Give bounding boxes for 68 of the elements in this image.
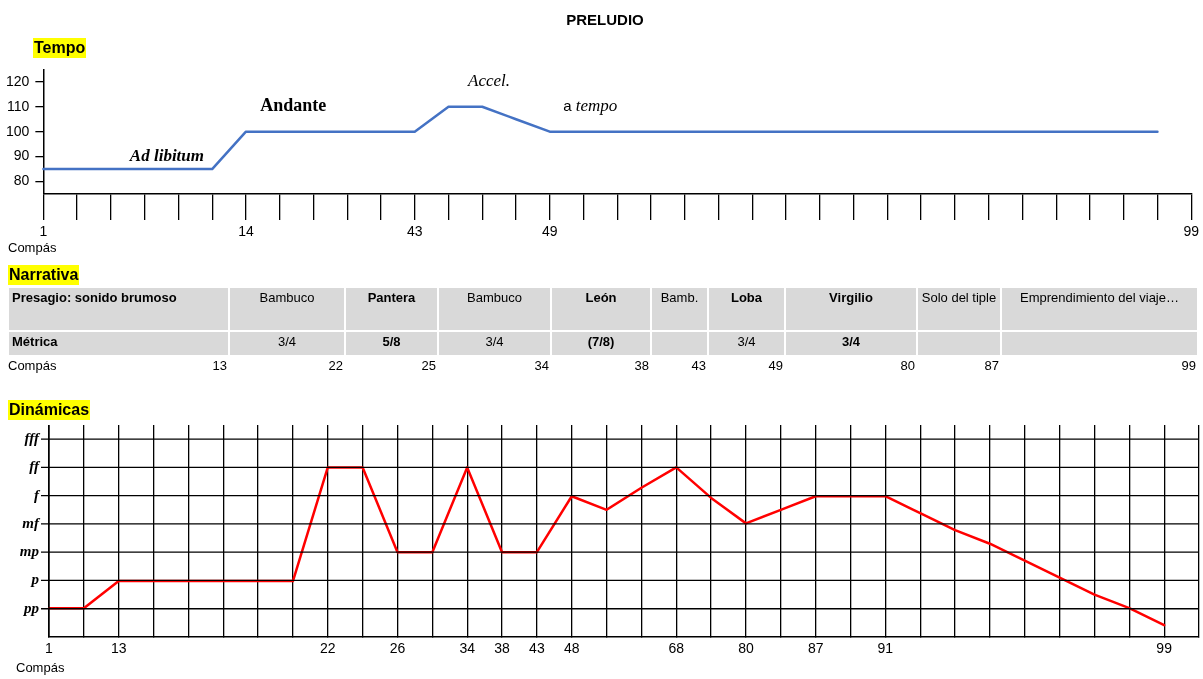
annotation: Accel. — [467, 71, 510, 91]
text: Presagio: sonido brumoso — [9, 288, 228, 330]
text: mf — [22, 514, 41, 531]
x-axis-title: Compás — [16, 660, 65, 675]
text: 87 — [983, 358, 999, 373]
x-tick-label: 49 — [541, 223, 558, 240]
x-tick-label: 48 — [563, 640, 580, 657]
text: (7/8) — [552, 332, 650, 355]
text: 5/8 — [346, 332, 437, 355]
x-tick-label: 14 — [238, 223, 254, 240]
text: 25 — [420, 358, 436, 373]
x-tick-label: 80 — [738, 640, 754, 657]
text: mp — [19, 543, 40, 560]
text: Bambuco — [230, 288, 344, 330]
text: Métrica — [9, 332, 228, 355]
text: 49 — [767, 358, 783, 373]
x-tick-label: 87 — [807, 640, 824, 657]
y-tick-label: 80 — [13, 172, 30, 189]
x-tick-label: 99 — [1156, 640, 1173, 657]
y-axis-title: Tempo — [33, 38, 87, 58]
y-tick-label: 100 — [6, 122, 30, 139]
x-tick-label: 38 — [494, 640, 511, 657]
annotation: Andante — [260, 95, 327, 116]
text: 3/4 — [786, 332, 916, 355]
text: León — [552, 288, 650, 330]
text: 3/4 — [439, 332, 550, 355]
text: f — [34, 486, 41, 503]
text: 13 — [211, 358, 227, 373]
text: Compás — [8, 358, 57, 373]
x-tick-label: 34 — [459, 640, 476, 657]
text: 80 — [899, 358, 915, 373]
text: Narrativa — [8, 265, 80, 285]
text: Bamb. — [652, 288, 707, 330]
x-tick-label: 99 — [1183, 223, 1200, 240]
x-tick-label: 43 — [406, 223, 423, 240]
x-tick-label: 22 — [320, 640, 336, 657]
text: 99 — [1180, 358, 1196, 373]
annotation: a tempo — [563, 96, 618, 116]
x-tick-label: 68 — [668, 640, 685, 657]
text: 43 — [690, 358, 706, 373]
text: Loba — [709, 288, 784, 330]
text: 3/4 — [709, 332, 784, 355]
text: 3/4 — [230, 332, 344, 355]
text: 34 — [533, 358, 549, 373]
y-tick-label: 110 — [7, 97, 30, 114]
x-axis-title: Compás — [8, 240, 57, 255]
text: fff — [24, 430, 41, 447]
chart-title: PRELUDIO — [565, 11, 645, 28]
x-tick-label: 26 — [389, 640, 406, 657]
text: ff — [29, 458, 41, 475]
y-tick-label: 90 — [13, 147, 30, 164]
text: p — [29, 571, 40, 588]
text: Pantera — [346, 288, 437, 330]
x-tick-label: 43 — [529, 640, 545, 657]
text: 22 — [327, 358, 343, 373]
x-tick-label: 1 — [39, 223, 48, 240]
text: pp — [22, 599, 40, 616]
x-tick-label: 91 — [877, 640, 894, 657]
text: Solo del tiple — [918, 288, 1000, 330]
y-tick-label: 120 — [6, 72, 30, 89]
text: Emprendimiento del viaje… — [1002, 288, 1197, 330]
text: Bambuco — [439, 288, 550, 330]
x-tick-label: 1 — [45, 640, 54, 657]
x-tick-label: 13 — [110, 640, 127, 657]
y-axis-title: Dinámicas — [8, 400, 91, 420]
text: 38 — [633, 358, 649, 373]
annotation: Ad libitum — [128, 146, 205, 166]
text: Virgilio — [786, 288, 916, 330]
